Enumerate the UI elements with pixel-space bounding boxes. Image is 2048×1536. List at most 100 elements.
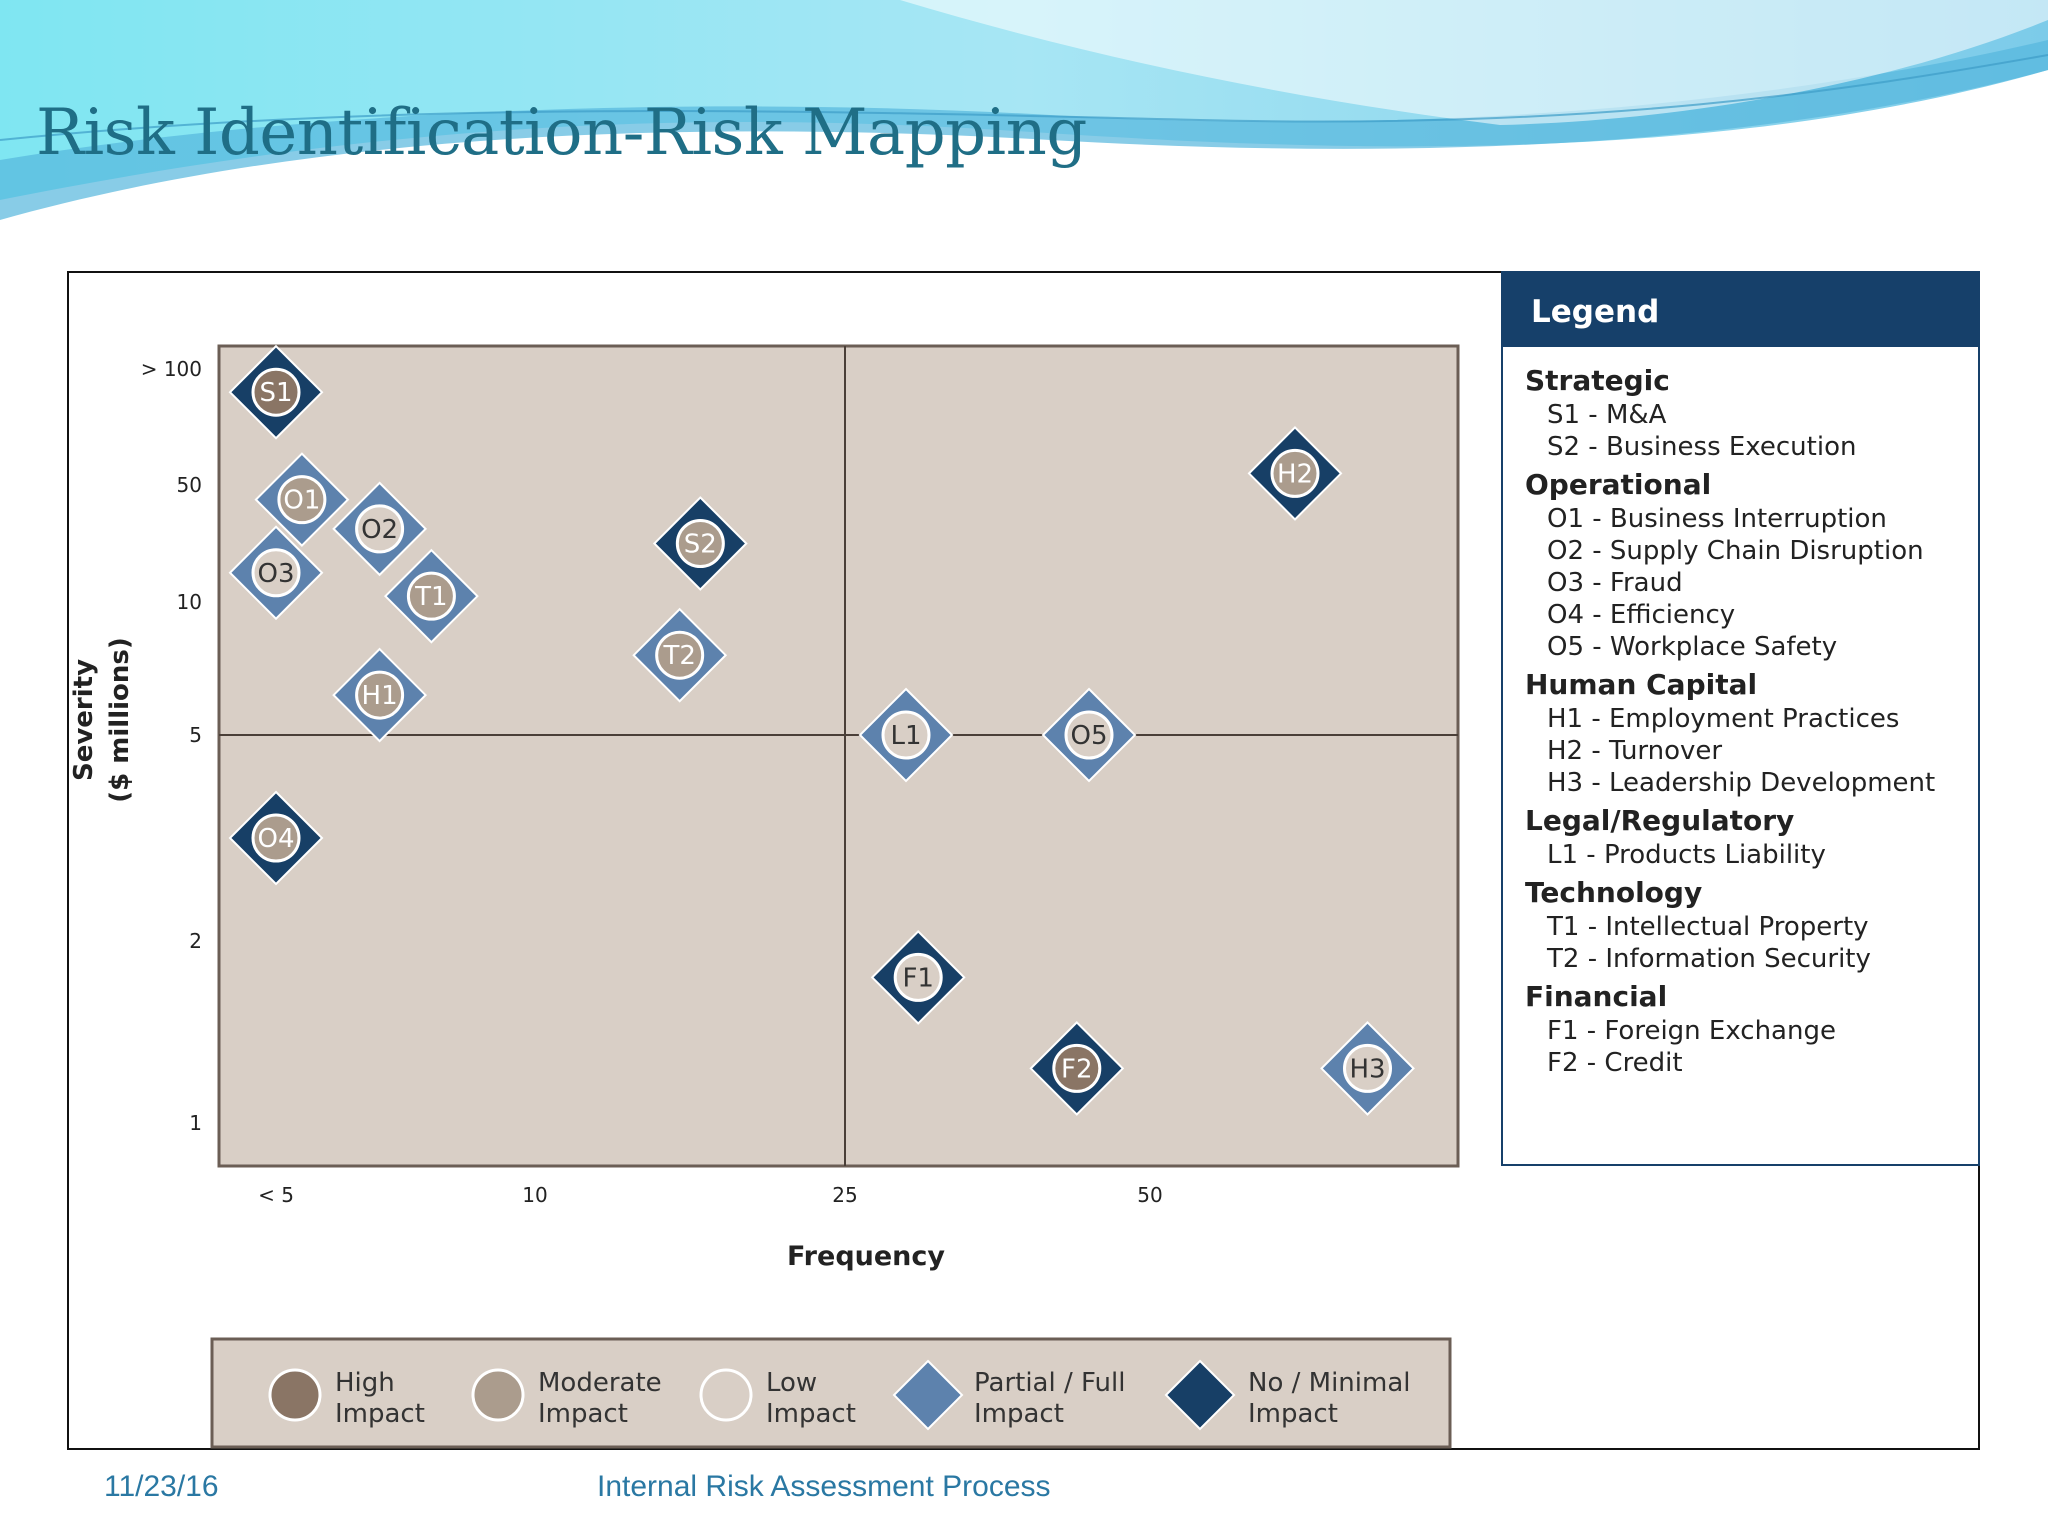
legend-groups: Strategic S1 - M&A S2 - Business Execution… (1503, 347, 1978, 1079)
x-tick-label: 50 (1137, 1183, 1162, 1207)
legend-item: O1 - Business Interruption (1547, 504, 1887, 534)
risk-marker-label: S1 (259, 378, 292, 408)
impact-legend-swatch (471, 1368, 525, 1422)
legend-item: F2 - Credit (1547, 1048, 1683, 1078)
impact-legend-swatch (268, 1368, 322, 1422)
risk-marker-circle (355, 504, 405, 554)
risk-marker-circle (355, 670, 405, 720)
impact-legend-label: High (335, 1368, 395, 1398)
risk-marker-label: S2 (684, 530, 717, 560)
risk-marker-label: O4 (257, 824, 294, 854)
impact-legend-label: Impact (1248, 1399, 1338, 1429)
risk-marker-h3: H3 (1320, 1020, 1415, 1116)
risk-marker-circle (893, 952, 943, 1002)
risk-marker-o4: O4 (228, 790, 324, 886)
impact-legend-box (210, 1337, 1452, 1449)
x-tick-label: 10 (522, 1183, 547, 1207)
x-tick-label: 25 (832, 1183, 857, 1207)
risk-marker-label: O1 (283, 486, 320, 516)
risk-marker-circle (251, 548, 301, 598)
risk-marker-circle (1343, 1043, 1392, 1093)
legend-group-title: Legal/Regulatory (1525, 804, 1795, 837)
y-axis-unit: ($ millions) (105, 637, 135, 803)
legend-group-title: Strategic (1525, 364, 1670, 397)
legend-item: O2 - Supply Chain Disruption (1547, 536, 1924, 566)
legend-header: Legend (1503, 273, 1978, 347)
risk-marker-label: T1 (414, 582, 447, 612)
risk-marker-t1: T1 (383, 548, 479, 644)
legend-item: H1 - Employment Practices (1547, 704, 1900, 734)
risk-marker-label: F1 (902, 963, 934, 993)
risk-marker-label: H3 (1349, 1054, 1385, 1084)
impact-legend-label: Impact (974, 1399, 1064, 1429)
risk-marker-circle (655, 630, 705, 680)
risk-marker-h1: H1 (332, 647, 428, 743)
risk-marker-circle (1270, 448, 1320, 498)
risk-marker-label: H2 (1277, 459, 1313, 489)
plot-area (217, 344, 1460, 1168)
risk-marker-circle (251, 813, 301, 863)
risk-marker-label: H1 (362, 681, 398, 711)
legend-item: O5 - Workplace Safety (1547, 632, 1838, 662)
risk-marker-label: L1 (890, 721, 921, 751)
impact-legend-swatch (699, 1368, 753, 1422)
legend-item: S2 - Business Execution (1547, 432, 1857, 462)
risk-marker-h2: H2 (1247, 425, 1343, 521)
risk-marker-f2: F2 (1029, 1020, 1125, 1116)
legend-item: H2 - Turnover (1547, 736, 1723, 766)
legend-group-title: Human Capital (1525, 668, 1758, 701)
risk-marker-circle (406, 571, 456, 621)
risk-marker-o3: O3 (228, 525, 324, 621)
legend-item: T1 - Intellectual Property (1547, 912, 1869, 942)
slide-title: Risk Identification-Risk Mapping (36, 96, 1087, 170)
risk-marker-t2: T2 (632, 607, 728, 703)
legend-item: T2 - Information Security (1547, 944, 1871, 974)
impact-legend-label: Impact (335, 1399, 425, 1429)
risk-marker-label: O3 (257, 559, 294, 589)
risk-marker-circle (881, 710, 931, 760)
legend-group-title: Financial (1525, 980, 1668, 1013)
risk-marker-o1: O1 (254, 452, 350, 548)
y-tick-label: 5 (189, 723, 202, 747)
risk-marker-circle (675, 519, 725, 568)
legend-item: H3 - Leadership Development (1547, 768, 1936, 798)
risk-marker-circle (277, 475, 327, 525)
impact-legend-swatch (892, 1359, 964, 1431)
y-tick-label: 2 (189, 929, 202, 953)
x-axis-title: Frequency (787, 1241, 945, 1272)
legend-item: S1 - M&A (1547, 400, 1667, 430)
y-axis-title: Severity (69, 659, 99, 781)
legend-panel: Legend Strategic S1 - M&A S2 - Business Ex… (1501, 271, 1980, 1166)
risk-marker-label: T2 (662, 641, 695, 671)
legend-item: O3 - Fraud (1547, 568, 1683, 598)
legend-item: F1 - Foreign Exchange (1547, 1016, 1836, 1046)
impact-legend-label: Moderate (538, 1368, 662, 1398)
risk-marker-circle (251, 367, 301, 417)
legend-item: L1 - Products Liability (1547, 840, 1826, 870)
risk-marker-f1: F1 (870, 929, 966, 1025)
impact-legend-label: No / Minimal (1248, 1368, 1411, 1398)
impact-legend-swatch (1164, 1359, 1236, 1431)
y-tick-label: 10 (177, 590, 202, 614)
risk-marker-label: O5 (1070, 721, 1107, 751)
footer-text: Internal Risk Assessment Process (597, 1470, 1051, 1503)
impact-legend-label: Partial / Full (974, 1368, 1125, 1398)
risk-marker-circle (1052, 1043, 1102, 1093)
risk-marker-label: O2 (361, 515, 398, 545)
impact-legend-label: Impact (766, 1399, 856, 1429)
risk-marker-o2: O2 (332, 481, 428, 577)
risk-marker-l1: L1 (858, 687, 954, 783)
impact-legend-label: Impact (538, 1399, 628, 1429)
risk-marker-o5: O5 (1041, 687, 1137, 783)
legend-group-title: Technology (1525, 876, 1703, 909)
footer-date: 11/23/16 (104, 1470, 219, 1503)
y-tick-label: 1 (189, 1111, 202, 1135)
y-tick-label: 50 (177, 473, 202, 497)
y-tick-label: > 100 (141, 357, 202, 381)
risk-marker-label: F2 (1061, 1054, 1093, 1084)
impact-legend-label: Low (766, 1368, 817, 1398)
legend-group-title: Operational (1525, 468, 1712, 501)
header-banner (0, 0, 2048, 220)
risk-marker-s2: S2 (652, 496, 748, 591)
